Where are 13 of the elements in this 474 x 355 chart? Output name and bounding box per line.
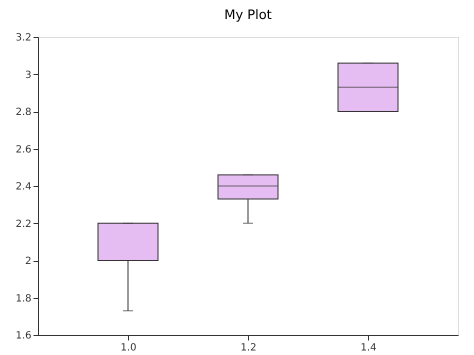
y-tick-label: 3.2 (16, 32, 32, 44)
chart-title: My Plot (224, 8, 272, 23)
y-tick-label: 2.2 (16, 218, 32, 230)
y-tick-label: 3 (25, 70, 32, 81)
y-tick-label: 2.4 (16, 182, 32, 192)
x-tick-label: 1.4 (360, 342, 376, 354)
y-tick-label: 1.6 (16, 330, 32, 342)
y-tick-label: 2 (25, 256, 32, 267)
y-tick-label: 2.6 (16, 144, 32, 156)
y-tick-label: 2.8 (16, 107, 32, 118)
x-tick-label: 1.0 (120, 342, 136, 354)
x-tick-label: 1.2 (240, 342, 256, 354)
y-tick-label: 1.8 (16, 293, 32, 304)
